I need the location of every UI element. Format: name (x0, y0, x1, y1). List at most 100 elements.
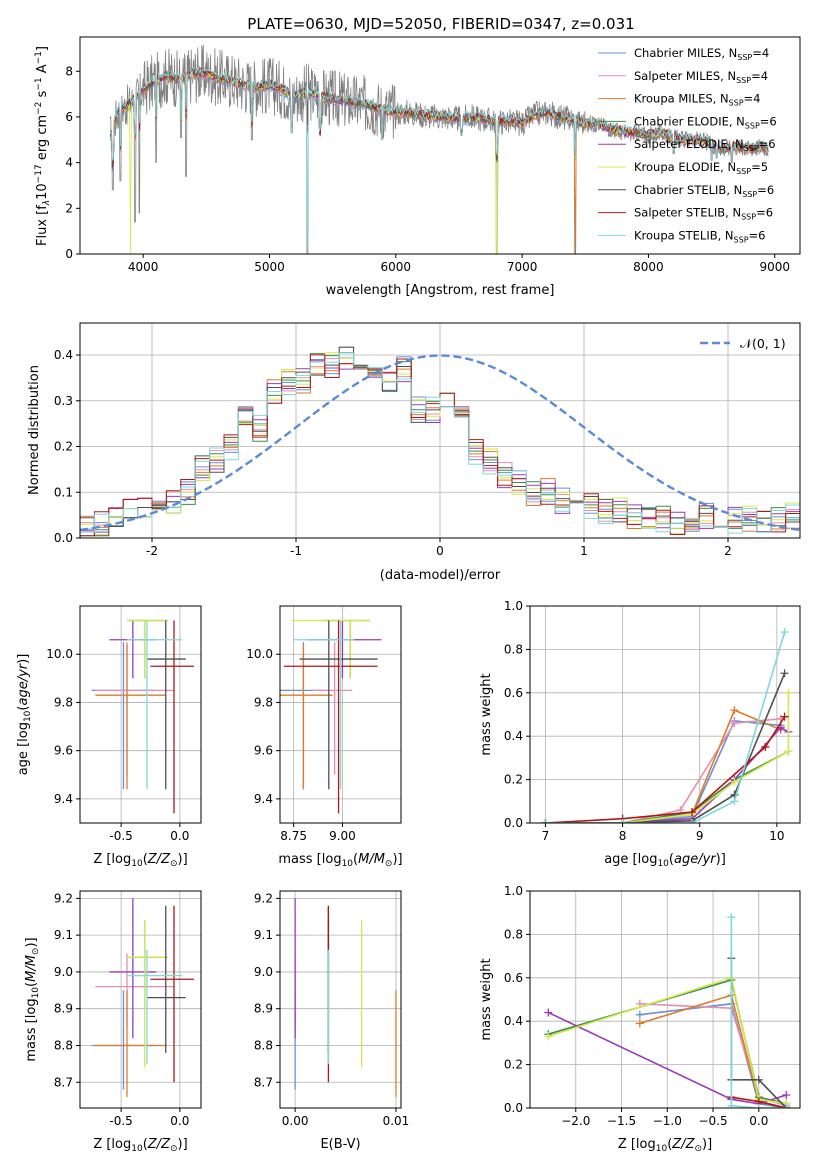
legend-count: =4 (752, 46, 769, 60)
y-tick-label: 0.1 (54, 485, 73, 499)
grid-lines (80, 606, 201, 823)
legend-subscript: SSP (729, 99, 744, 108)
x-axis-label: E(B-V) (320, 1137, 360, 1152)
mass-weight-line (730, 917, 787, 1108)
plot-area (544, 913, 791, 1108)
label-part: )] (392, 852, 402, 867)
label-part: )] (178, 1137, 188, 1152)
mass-weight-marker (780, 669, 789, 678)
label-part: )] (178, 852, 188, 867)
x-tick-label: −2.0 (561, 1114, 590, 1128)
legend-entry: Chabrier MILES, NSSP=4 (634, 46, 769, 62)
y-tick-label: 8.9 (54, 1002, 73, 1016)
mass-weight-marker (784, 688, 793, 697)
x-tick-label: 8000 (633, 260, 664, 274)
label-part: M/M (358, 852, 385, 867)
legend-count: =5 (751, 160, 768, 174)
y-tick-label: 0.2 (504, 1058, 523, 1072)
mass-vs-ebv-panel: 0.00 0.01 8.7 8.8 8.9 9.0 9.1 9.2 E(B-V) (254, 890, 409, 1152)
mass-weight-marker (688, 808, 696, 817)
legend-subscript: SSP (741, 213, 756, 222)
y-tick-label: 1.0 (504, 884, 523, 898)
legend-text: Salpeter MILES, N (634, 69, 736, 83)
x-tick-label: 9000 (759, 260, 790, 274)
label-part: 10 (342, 859, 354, 869)
x-tick-label: 4000 (128, 260, 159, 274)
legend-count: =6 (756, 206, 773, 220)
label-part: λ (42, 200, 52, 206)
spectrum-panel: 4000 5000 6000 7000 8000 9000 0 2 4 6 8 wavelength … (34, 36, 801, 298)
label-part: age/yr (16, 662, 31, 705)
legend-text: Chabrier MILES, N (634, 46, 737, 60)
x-tick-label: 10 (769, 829, 784, 843)
plot-area (109, 44, 769, 254)
y-tick-label: 9.1 (254, 928, 273, 942)
grid-lines (80, 891, 201, 1108)
y-tick-label: 9.2 (54, 891, 73, 905)
mass-weight-marker (730, 797, 739, 806)
x-tick-label: 9.00 (329, 829, 356, 843)
y-tick-label: 0.8 (504, 642, 523, 656)
label-part: age [log (16, 722, 31, 775)
y-axis-label: mass [log10​(M/M⊙​)] (24, 937, 41, 1061)
mass-weight-marker (730, 777, 739, 786)
x-tick-label: −0.5 (698, 1114, 727, 1128)
mass-weight-line (545, 726, 789, 823)
figure-title: PLATE=0630, MJD=52050, FIBERID=0347, z=0… (247, 15, 634, 33)
label-part: 10 (31, 987, 41, 999)
x-tick-label: 0.0 (170, 1114, 189, 1128)
age-vs-mass-panel: 8.75 9.00 9.4 9.6 9.8 10.0 mass [log10​(M/M⊙​)… (246, 605, 403, 869)
mass-weight-vs-metallicity-panel: −2.0 −1.5 −1.0 −0.5 0.0 0.0 0.2 0.4 0.6 0.8 1.0 Z [… (479, 884, 801, 1154)
label-part: ⊙ (694, 1144, 702, 1154)
x-axis-label: Z [log10​(Z/Z⊙​)] (93, 1137, 187, 1154)
axes-frame (79, 605, 202, 824)
mass-weight-marker (754, 1104, 763, 1108)
label-part: ⊙ (31, 948, 41, 956)
residual-histogram (80, 352, 800, 534)
label-part: 10 (35, 183, 50, 200)
y-tick-label: 9.2 (254, 891, 273, 905)
axes-frame (279, 890, 402, 1109)
residuals-panel: -2 -1 0 1 2 0.0 0.1 0.2 0.3 0.4 (data-model)/error… (27, 322, 801, 583)
y-tick-label: 8.7 (254, 1075, 273, 1089)
label-part: )] (16, 654, 31, 664)
y-tick-label: 0.8 (504, 927, 523, 941)
legend-count: =6 (759, 137, 776, 151)
x-axis-label: (data-model)/error (380, 568, 501, 583)
axes: 7 8 9 10 0.0 0.2 0.4 0.6 0.8 1.0 (504, 599, 801, 843)
mass-weight-marker (635, 1019, 644, 1028)
y-tick-label: 9.1 (54, 928, 73, 942)
plot-area (294, 898, 397, 1097)
y-tick-label: 10.0 (246, 647, 273, 661)
plot-area (91, 898, 194, 1097)
label-part: ( (24, 982, 39, 987)
grid-lines (280, 891, 401, 1108)
x-tick-label: 0 (436, 544, 444, 558)
legend-entry: Kroupa ELODIE, NSSP=5 (634, 160, 768, 176)
y-tick-label: 9.6 (54, 744, 73, 758)
y-tick-label: 9.8 (54, 695, 73, 709)
label-part: Flux [f (35, 205, 50, 246)
legend-entry: Chabrier STELIB, NSSP=6 (634, 183, 774, 199)
label-part: ( (669, 852, 674, 867)
y-tick-label: 8.7 (54, 1075, 73, 1089)
label-part: ] (35, 46, 50, 51)
y-axis-label: mass weight (479, 673, 494, 755)
label-part: ⊙ (385, 859, 393, 869)
label-part: Z/Z (147, 1137, 171, 1152)
legend-subscript: SSP (745, 121, 760, 130)
label-part: age/yr (674, 852, 717, 867)
label-part: Z [log (618, 1137, 656, 1152)
legend-text: Salpeter STELIB, N (634, 206, 741, 220)
label-part: −2 (34, 102, 44, 115)
y-tick-label: 8.8 (254, 1038, 273, 1052)
mass-weight-marker (754, 1075, 763, 1084)
legend-subscript: SSP (736, 167, 751, 176)
x-tick-label: −1.5 (607, 1114, 636, 1128)
mass-weight-marker (727, 913, 736, 922)
legend-entry: Kroupa MILES, NSSP=4 (634, 92, 760, 108)
axes: −2.0 −1.5 −1.0 −0.5 0.0 0.0 0.2 0.4 0.6 0.8 1.0 (504, 884, 801, 1128)
legend-entry: Salpeter STELIB, NSSP=6 (634, 206, 773, 222)
